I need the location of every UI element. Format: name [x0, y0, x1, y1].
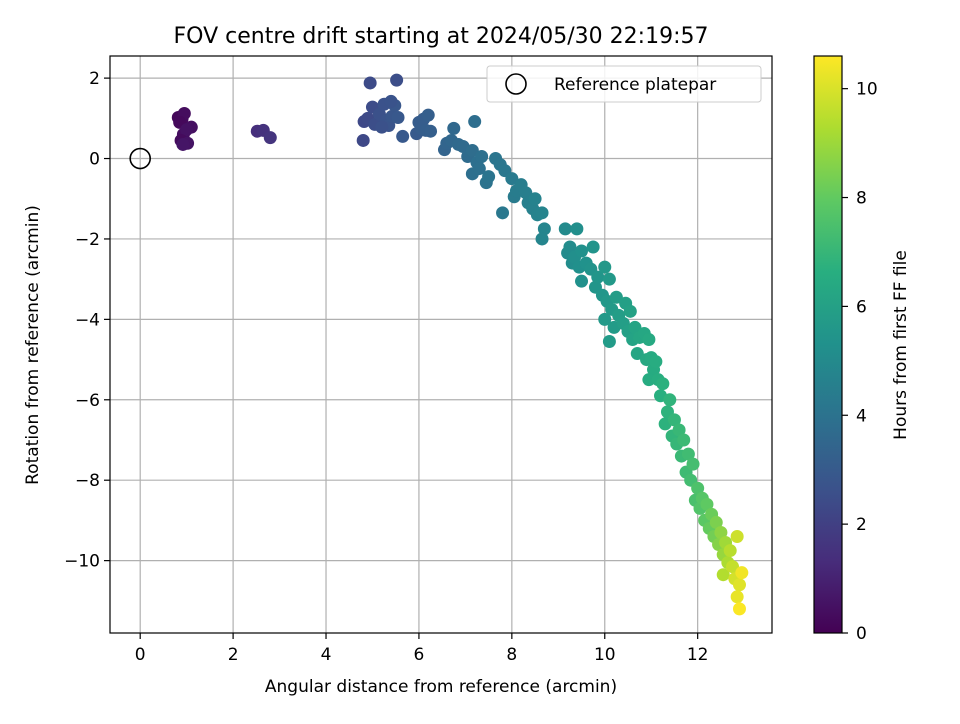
data-point [730, 590, 744, 604]
x-tick-label: 12 [687, 645, 709, 665]
data-point [667, 413, 681, 427]
data-point [176, 137, 190, 151]
y-axis-label: Rotation from reference (arcmin) [23, 205, 43, 485]
data-point [602, 334, 616, 348]
x-axis-label: Angular distance from reference (arcmin) [265, 677, 617, 697]
axes: 0 2 4 6 8 10 12 2 0 −2 −4 −6 −8 −10 [64, 55, 773, 665]
y-tick-label: −6 [75, 391, 100, 411]
data-point [726, 560, 740, 574]
data-point [475, 150, 489, 164]
x-tick-label: 8 [506, 645, 517, 665]
data-point [563, 240, 577, 254]
data-point [649, 355, 663, 369]
reference-platepar-marker [129, 147, 151, 170]
data-point [447, 121, 461, 135]
data-point [575, 274, 589, 288]
colorbar-label: Hours from first FF file [891, 250, 911, 440]
data-point [180, 123, 194, 137]
data-point [496, 206, 510, 220]
legend-box [486, 65, 762, 103]
data-point [732, 578, 746, 592]
data-point [263, 131, 277, 145]
y-tick-label: 2 [89, 69, 100, 89]
data-point [421, 108, 435, 122]
x-tick-label: 0 [135, 645, 146, 665]
data-point [672, 423, 686, 437]
data-point [609, 290, 623, 304]
data-point [602, 272, 616, 286]
data-point [356, 133, 370, 147]
y-tick-label: −10 [64, 552, 100, 572]
data-point [700, 497, 714, 511]
data-point [730, 529, 744, 543]
colorbar-tick-label: 6 [856, 297, 867, 317]
x-tick-label: 10 [594, 645, 616, 665]
data-point [691, 481, 705, 495]
colorbar-gradient [813, 55, 843, 634]
legend-marker-reference [505, 73, 527, 95]
data-point [468, 115, 482, 129]
data-point [709, 515, 723, 529]
data-point [642, 332, 656, 346]
colorbar-tick-label: 0 [856, 624, 867, 644]
data-point [424, 124, 438, 138]
x-tick-label: 2 [228, 645, 239, 665]
data-point [535, 206, 549, 220]
data-point [528, 192, 542, 206]
data-point [537, 222, 551, 236]
data-point [628, 320, 642, 334]
y-tick-label: −2 [75, 230, 100, 250]
data-point [732, 602, 746, 616]
data-point [570, 222, 584, 236]
data-point [686, 457, 700, 471]
data-point [598, 312, 612, 326]
plot-frame [109, 55, 773, 634]
colorbar-tick-label: 2 [856, 515, 867, 535]
data-point [714, 525, 728, 539]
data-point [375, 120, 389, 134]
data-point [586, 240, 600, 254]
colorbar-ticks: 0 2 4 6 8 10 [842, 80, 878, 644]
data-point [598, 260, 612, 274]
data-point [681, 447, 695, 461]
data-point [535, 232, 549, 246]
chart-title: FOV centre drift starting at 2024/05/30 … [174, 24, 709, 49]
data-point [723, 544, 737, 558]
legend-label-reference: Reference platepar [554, 75, 716, 95]
data-point [472, 162, 486, 176]
data-points [129, 73, 749, 616]
data-point [575, 244, 589, 258]
colorbar-tick-label: 10 [856, 80, 878, 100]
x-tick-label: 6 [414, 645, 425, 665]
legend: Reference platepar [486, 65, 762, 103]
colorbar-tick-label: 4 [856, 406, 867, 426]
colorbar: 0 2 4 6 8 10 Hours from first FF file [813, 55, 911, 644]
x-tick-label: 4 [321, 645, 332, 665]
data-point [396, 129, 410, 143]
data-point [505, 172, 519, 186]
data-point [519, 186, 533, 200]
data-point [735, 566, 749, 580]
data-point [390, 73, 404, 87]
data-point [384, 94, 398, 108]
data-point [630, 347, 644, 361]
data-point [716, 568, 730, 582]
y-tick-label: −8 [75, 471, 100, 491]
data-point [656, 377, 670, 391]
data-point [558, 222, 572, 236]
data-point [391, 111, 405, 125]
data-point [623, 304, 637, 318]
data-point [591, 270, 605, 284]
data-point [482, 170, 496, 184]
data-point [363, 76, 377, 90]
data-point [663, 393, 677, 407]
y-tick-label: −4 [75, 310, 100, 330]
y-tick-label: 0 [89, 150, 100, 170]
data-point [677, 433, 691, 447]
data-point [465, 143, 479, 157]
colorbar-tick-label: 8 [856, 189, 867, 209]
data-point [642, 373, 656, 387]
